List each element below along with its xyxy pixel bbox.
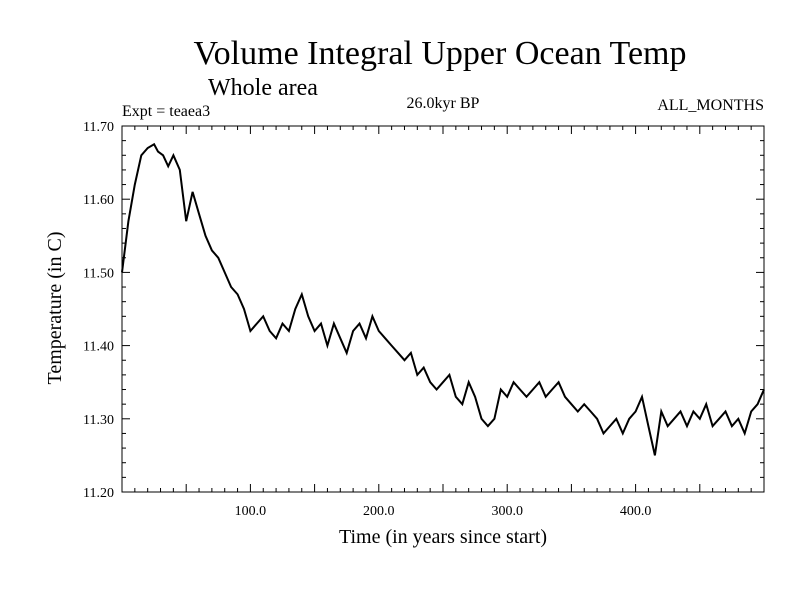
- y-tick-label: 11.50: [83, 266, 114, 281]
- x-tick-label: 400.0: [620, 504, 652, 519]
- y-tick-label: 11.60: [83, 193, 114, 208]
- plot-frame: [121, 125, 765, 493]
- x-tick-label: 100.0: [235, 504, 267, 519]
- y-tick-label: 11.20: [83, 486, 114, 501]
- months-label: ALL_MONTHS: [657, 97, 764, 114]
- series-line: [121, 142, 765, 456]
- period-label: 26.0kyr BP: [407, 95, 480, 112]
- y-tick-labels: 11.20 11.30 11.40 11.50 11.60 11.70: [83, 120, 114, 501]
- chart-title: Volume Integral Upper Ocean Temp: [194, 35, 687, 72]
- x-axis-title: Time (in years since start): [339, 526, 547, 548]
- y-tick-label: 11.40: [83, 340, 114, 355]
- x-tick-label: 300.0: [491, 504, 523, 519]
- chart-subtitle: Whole area: [208, 75, 318, 101]
- x-tick-labels: 100.0 200.0 300.0 400.0: [235, 504, 652, 519]
- experiment-label: Expt = teaea3: [122, 103, 210, 120]
- y-tick-label: 11.70: [83, 120, 114, 135]
- y-tick-label: 11.30: [83, 413, 114, 428]
- y-axis-title: Temperature (in C): [44, 232, 66, 385]
- x-tick-label: 200.0: [363, 504, 395, 519]
- axis-ticks: [122, 126, 764, 492]
